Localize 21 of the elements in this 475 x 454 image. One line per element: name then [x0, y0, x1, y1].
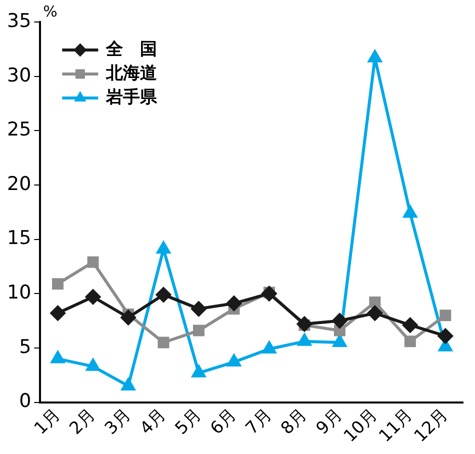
legend-label: 全 国 [105, 39, 158, 60]
x-tick-label: 4月 [136, 404, 170, 439]
x-tick-label: 6月 [206, 404, 241, 439]
y-tick-label: 5 [19, 336, 32, 358]
y-tick-label: 20 [6, 172, 32, 195]
x-tick-label: 1月 [30, 404, 64, 439]
x-tick-label: 3月 [101, 404, 135, 439]
y-tick-label: 25 [6, 118, 32, 141]
y-tick-label: 30 [6, 64, 32, 86]
y-tick-label: 10 [6, 282, 32, 304]
y-tick-label: 15 [6, 227, 32, 250]
legend-label: 岩手県 [105, 87, 158, 108]
legend-label: 北海道 [105, 63, 158, 84]
x-tick-label: 2月 [66, 404, 100, 439]
x-tick-label: 5月 [172, 404, 206, 439]
y-tick-label: 0 [19, 390, 32, 412]
x-tick-label: 12月 [410, 404, 452, 446]
x-tick-label: 7月 [242, 404, 276, 439]
y-tick-label: 35 [6, 10, 32, 32]
x-tick-label: 8月 [277, 404, 312, 439]
y-axis-title: % [43, 2, 58, 20]
